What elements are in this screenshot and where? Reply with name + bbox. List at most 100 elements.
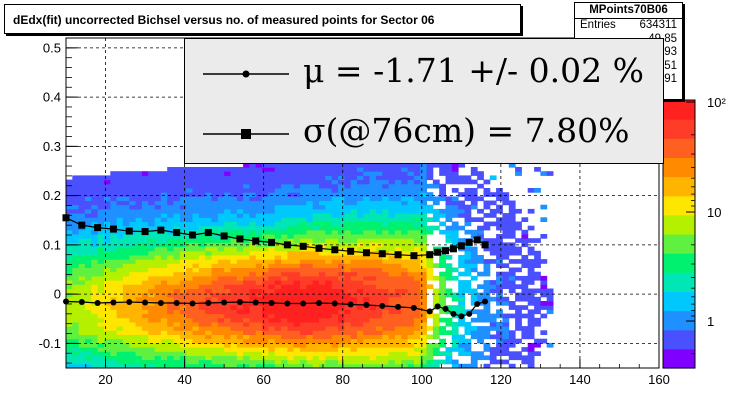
heatmap-cell bbox=[300, 234, 307, 239]
heatmap-cell bbox=[243, 217, 250, 222]
heatmap-cell bbox=[331, 204, 339, 210]
heatmap-cell bbox=[205, 179, 212, 185]
heatmap-cell bbox=[148, 200, 155, 206]
heatmap-cell bbox=[211, 213, 219, 218]
heatmap-cell bbox=[66, 326, 73, 331]
heatmap-cell bbox=[281, 259, 288, 264]
heatmap-cell bbox=[470, 196, 478, 202]
heatmap-cell bbox=[173, 280, 181, 285]
mu-point bbox=[458, 313, 465, 320]
heatmap-cell bbox=[85, 359, 92, 365]
heatmap-cell bbox=[217, 313, 225, 319]
heatmap-cell bbox=[198, 355, 206, 361]
heatmap-cell bbox=[483, 309, 491, 315]
heatmap-cell bbox=[249, 305, 257, 310]
heatmap-cell bbox=[141, 326, 149, 331]
heatmap-cell bbox=[243, 305, 250, 310]
heatmap-cell bbox=[439, 280, 446, 285]
heatmap-cell bbox=[173, 217, 181, 222]
heatmap-cell bbox=[236, 250, 244, 256]
heatmap-cell bbox=[224, 208, 231, 214]
heatmap-cell bbox=[243, 271, 250, 277]
heatmap-cell bbox=[401, 275, 408, 281]
heatmap-cell bbox=[243, 183, 250, 189]
heatmap-cell bbox=[66, 330, 73, 335]
heatmap-cell bbox=[357, 271, 364, 277]
heatmap-cell bbox=[78, 363, 86, 369]
heatmap-cell bbox=[413, 271, 421, 277]
heatmap-cell bbox=[401, 301, 408, 306]
heatmap-cell bbox=[458, 208, 465, 214]
heatmap-cell bbox=[502, 263, 510, 268]
heatmap-cell bbox=[331, 330, 339, 335]
heatmap-cell bbox=[198, 359, 206, 365]
heatmap-cell bbox=[110, 296, 118, 302]
heatmap-cell bbox=[394, 359, 402, 365]
heatmap-cell bbox=[413, 338, 421, 344]
heatmap-cell bbox=[432, 183, 440, 189]
heatmap-cell bbox=[186, 271, 193, 277]
heatmap-cell bbox=[287, 296, 295, 302]
heatmap-cell bbox=[527, 330, 535, 335]
heatmap-cell bbox=[274, 351, 282, 356]
heatmap-cell bbox=[91, 183, 99, 189]
heatmap-cell bbox=[230, 334, 238, 340]
heatmap-cell bbox=[483, 263, 491, 268]
heatmap-cell bbox=[293, 196, 301, 202]
heatmap-cell bbox=[135, 188, 143, 193]
heatmap-cell bbox=[413, 183, 421, 189]
heatmap-cell bbox=[319, 192, 326, 197]
heatmap-cell bbox=[458, 301, 465, 306]
heatmap-cell bbox=[255, 162, 263, 168]
heatmap-cell bbox=[281, 204, 288, 210]
heatmap-cell bbox=[300, 351, 307, 356]
heatmap-cell bbox=[236, 305, 244, 310]
heatmap-cell bbox=[350, 317, 358, 323]
heatmap-cell bbox=[141, 292, 149, 298]
heatmap-cell bbox=[224, 259, 231, 264]
heatmap-cell bbox=[281, 309, 288, 315]
heatmap-cell bbox=[369, 347, 377, 352]
heatmap-cell bbox=[186, 242, 193, 248]
heatmap-cell bbox=[293, 313, 301, 319]
heatmap-cell bbox=[413, 263, 421, 268]
heatmap-cell bbox=[268, 167, 276, 172]
heatmap-cell bbox=[255, 271, 263, 277]
heatmap-cell bbox=[274, 175, 282, 181]
heatmap-cell bbox=[274, 326, 282, 331]
heatmap-cell bbox=[141, 296, 149, 302]
heatmap-cell bbox=[319, 363, 326, 369]
heatmap-cell bbox=[300, 292, 307, 298]
heatmap-cell bbox=[458, 280, 465, 285]
heatmap-cell bbox=[85, 246, 92, 252]
heatmap-cell bbox=[186, 317, 193, 323]
heatmap-cell bbox=[293, 200, 301, 206]
heatmap-cell bbox=[268, 351, 276, 356]
heatmap-cell bbox=[249, 246, 257, 252]
heatmap-cell bbox=[249, 255, 257, 260]
x-tick-label: 160 bbox=[648, 372, 670, 387]
heatmap-cell bbox=[173, 167, 181, 172]
heatmap-cell bbox=[78, 217, 86, 222]
heatmap-cell bbox=[249, 179, 257, 185]
heatmap-cell bbox=[420, 288, 427, 294]
heatmap-cell bbox=[160, 259, 168, 264]
heatmap-cell bbox=[249, 196, 257, 202]
heatmap-cell bbox=[426, 334, 434, 340]
heatmap-cell bbox=[85, 192, 92, 197]
heatmap-cell bbox=[369, 255, 377, 260]
heatmap-cell bbox=[483, 188, 491, 193]
heatmap-cell bbox=[97, 179, 105, 185]
heatmap-cell bbox=[357, 284, 364, 289]
heatmap-cell bbox=[445, 238, 453, 243]
heatmap-cell bbox=[477, 259, 484, 264]
heatmap-cell bbox=[211, 284, 219, 289]
heatmap-cell bbox=[312, 208, 320, 214]
heatmap-cell bbox=[154, 359, 162, 365]
heatmap-cell bbox=[388, 179, 396, 185]
heatmap-cell bbox=[439, 208, 446, 214]
heatmap-cell bbox=[154, 347, 162, 352]
heatmap-cell bbox=[198, 234, 206, 239]
heatmap-cell bbox=[243, 221, 250, 227]
heatmap-cell bbox=[217, 217, 225, 222]
